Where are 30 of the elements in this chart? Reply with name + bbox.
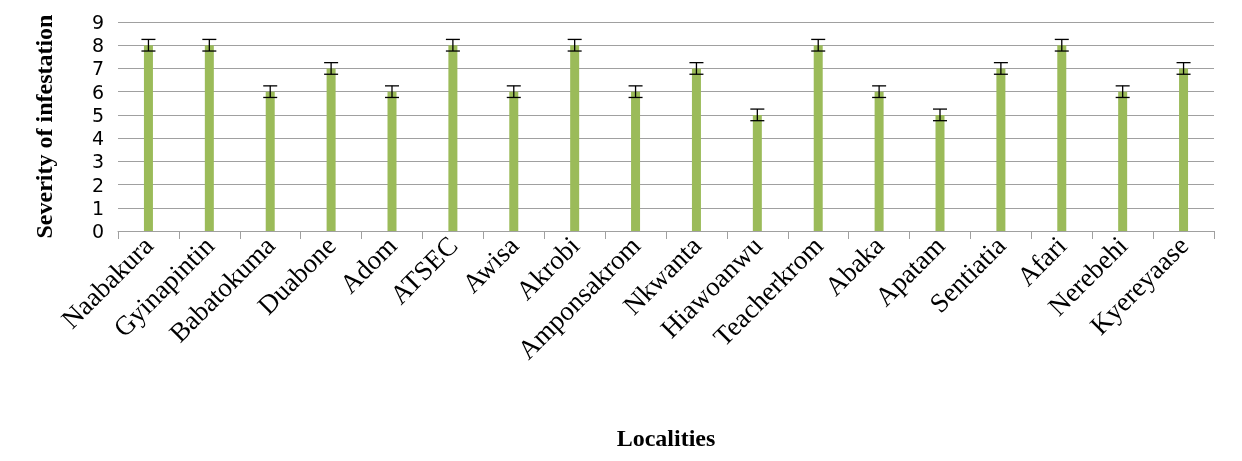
bar xyxy=(265,91,275,231)
bar xyxy=(570,45,580,231)
bar xyxy=(1057,45,1067,231)
bar xyxy=(326,68,336,231)
bar xyxy=(691,68,701,231)
bar xyxy=(448,45,458,231)
y-tick-label: 0 xyxy=(91,220,104,242)
y-tick-label: 3 xyxy=(91,150,104,173)
bar xyxy=(1179,68,1189,231)
bar xyxy=(813,45,823,231)
y-tick-label: 4 xyxy=(91,127,104,150)
bar xyxy=(935,114,945,231)
bar xyxy=(752,114,762,231)
y-tick-label: 1 xyxy=(91,196,104,219)
y-tick-label: 2 xyxy=(91,173,104,196)
y-tick-label: 5 xyxy=(91,103,104,126)
bar xyxy=(204,45,214,231)
y-tick-label: 9 xyxy=(91,11,104,33)
bar xyxy=(143,45,153,231)
y-tick-label: 6 xyxy=(91,80,104,103)
bar xyxy=(874,91,884,231)
bar xyxy=(631,91,641,231)
x-axis-title: Localities xyxy=(616,425,716,451)
y-tick-label: 8 xyxy=(91,34,104,57)
bar xyxy=(1118,91,1128,231)
y-tick-label: 7 xyxy=(91,57,104,80)
bar xyxy=(509,91,519,231)
bar xyxy=(996,68,1006,231)
y-axis-title: Severity of infestation xyxy=(31,14,57,239)
bar xyxy=(387,91,397,231)
